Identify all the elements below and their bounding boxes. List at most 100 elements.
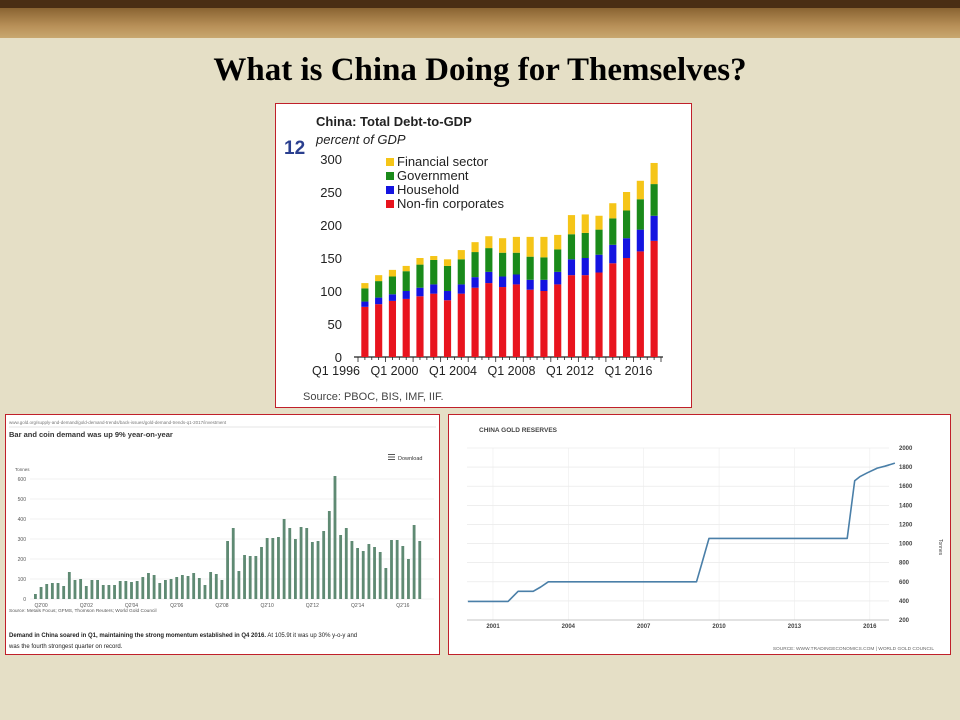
y-tick-label: 100 (320, 284, 342, 299)
bar-segment (485, 248, 493, 272)
demand-heading: Bar and coin demand was up 9% year-on-ye… (9, 430, 173, 439)
legend-label: Government (397, 168, 469, 183)
bar (361, 551, 365, 599)
bar (390, 540, 393, 599)
bar (84, 586, 88, 599)
gold-reserves-panel: CHINA GOLD RESERVES Tonnes SOURCE: WWW.T… (448, 414, 951, 655)
x-tick-label: 2016 (863, 624, 877, 630)
bar (310, 542, 314, 599)
bar (101, 585, 105, 599)
slide-title: What is China Doing for Themselves? (213, 52, 747, 88)
y-tick-label: 600 (899, 580, 910, 586)
bar-segment (416, 287, 424, 297)
bar-segment (622, 210, 631, 239)
bar (373, 547, 376, 599)
bar-segment (430, 259, 438, 285)
bar-segment (567, 215, 576, 235)
y-tick-label: 300 (320, 152, 342, 167)
y-tick-label: 600 (18, 477, 27, 483)
bar-segment (361, 306, 369, 357)
x-tick-label: Q2'14 (351, 603, 364, 609)
bar-segment (526, 256, 534, 280)
bar (135, 581, 139, 599)
bar-segment (609, 218, 617, 245)
bar-segment (375, 281, 383, 298)
gold-demand-chart: www.gold.org/supply-and-demand/gold-dema… (8, 420, 436, 650)
bar (62, 586, 66, 599)
bar (67, 572, 71, 599)
x-tick-label: Q2'02 (80, 603, 93, 609)
bar-segment (512, 252, 520, 275)
bar-segment (361, 301, 369, 307)
bar-segment (581, 258, 589, 276)
x-tick-label: 2007 (637, 624, 651, 630)
bar-segment (622, 258, 631, 357)
bar-segment (609, 203, 617, 219)
x-tick-label: Q2'06 (170, 603, 183, 609)
bar-segment (554, 234, 562, 250)
legend-swatch (386, 200, 394, 208)
bar-segment (499, 238, 507, 253)
bar-segment (526, 279, 534, 290)
y-tick-label: 2000 (899, 446, 913, 452)
bar-segment (443, 259, 452, 266)
bar (401, 546, 405, 599)
source-url[interactable]: www.gold.org/supply-and-demand/gold-dema… (9, 420, 227, 425)
reserves-line (467, 462, 896, 603)
bar (158, 583, 162, 599)
x-tick-label: Q1 2008 (488, 364, 536, 378)
x-tick-label: 2013 (788, 624, 802, 630)
bar (282, 519, 286, 599)
demand-caption: Demand in China soared in Q1, maintainin… (9, 633, 357, 639)
legend-swatch (386, 172, 394, 180)
x-tick-label: Q1 2000 (371, 364, 419, 378)
bar (294, 539, 297, 599)
bar-segment (430, 284, 438, 294)
caption-bold: Demand in China soared in Q1, maintainin… (9, 633, 266, 639)
download-button[interactable]: Download (388, 454, 422, 462)
bar (152, 575, 156, 599)
debt-chart: China: Total Debt-to-GDP percent of GDP … (284, 114, 663, 403)
bar (384, 568, 388, 599)
bar (299, 527, 303, 599)
reserves-source: SOURCE: WWW.TRADINGECONOMICS.COM | WORLD… (773, 646, 934, 652)
gold-reserves-chart: CHINA GOLD RESERVES Tonnes SOURCE: WWW.T… (467, 427, 943, 652)
x-tick-label: Q1 2012 (546, 364, 594, 378)
bar (180, 575, 184, 599)
bar-segment (650, 240, 658, 357)
bar (367, 544, 371, 599)
legend-label: Non-fin corporates (397, 196, 504, 211)
bar (288, 528, 292, 599)
bar (39, 587, 43, 599)
caption-rest: At 105.9t it was up 30% y-o-y and (266, 633, 357, 639)
bar-segment (402, 265, 410, 272)
bar-segment (554, 284, 562, 357)
x-tick-label: Q2'04 (125, 603, 138, 609)
bar (407, 559, 410, 599)
bar-segment (471, 287, 479, 357)
bar (339, 535, 343, 599)
bar-segment (402, 271, 410, 291)
bar-segment (471, 242, 479, 253)
bar-segment (512, 274, 520, 285)
bar (214, 574, 218, 599)
bar (248, 556, 252, 599)
bar-segment (402, 298, 410, 357)
bar (73, 580, 77, 599)
bar-segment (402, 291, 410, 299)
bar-segment (595, 254, 603, 273)
y-tick-label: 50 (328, 317, 342, 332)
bar-segment (554, 249, 562, 272)
bar (96, 580, 99, 599)
bar-segment (499, 287, 507, 357)
x-tick-label: Q2'08 (215, 603, 228, 609)
bar-segment (430, 293, 438, 357)
bar (34, 594, 37, 599)
bar-segment (636, 229, 644, 252)
reserves-y-unit: Tonnes (937, 539, 943, 556)
legend-swatch (386, 158, 394, 166)
bar-segment (457, 259, 465, 285)
bar-segment (526, 236, 534, 257)
y-tick-label: 200 (899, 618, 910, 624)
bar (169, 579, 173, 599)
